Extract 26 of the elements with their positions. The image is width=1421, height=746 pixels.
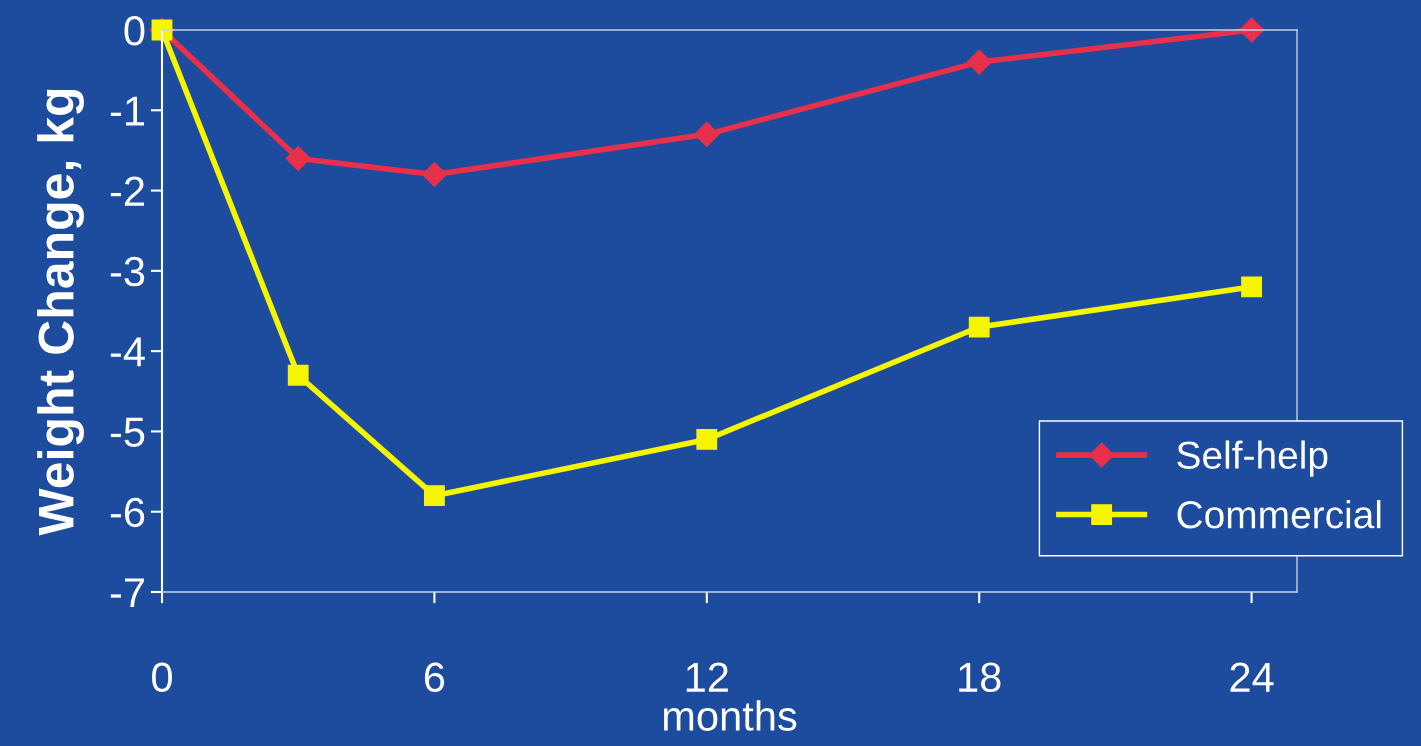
legend-label: Commercial (1177, 500, 1381, 529)
point (694, 121, 720, 147)
y-tick-label: -6 (110, 497, 145, 528)
x-tick-label: 24 (1230, 662, 1274, 692)
point (1241, 276, 1263, 298)
legend-label: Self-help (1177, 440, 1328, 477)
point (285, 145, 311, 171)
x-tick-label: 12 (686, 662, 728, 692)
point (287, 364, 309, 386)
y-tick-label: 0 (124, 16, 145, 46)
point (421, 162, 447, 187)
x-tick-label: 6 (424, 662, 445, 693)
point (968, 316, 990, 338)
y-tick-label: -4 (110, 337, 145, 367)
y-tick-label: -1 (110, 96, 144, 126)
y-tick-label: -5 (110, 417, 145, 447)
point (966, 49, 992, 75)
x-tick-label: 0 (152, 662, 172, 693)
point (696, 429, 718, 450)
y-tick-label: -3 (110, 256, 145, 287)
y-tick-label: -2 (110, 176, 144, 206)
x-tick-label: 18 (959, 662, 1001, 693)
y-axis-title: Weight Change, kg (37, 89, 84, 536)
y-tick-label: -7 (110, 578, 144, 608)
point (423, 485, 445, 507)
x-axis-title: months (663, 700, 797, 731)
